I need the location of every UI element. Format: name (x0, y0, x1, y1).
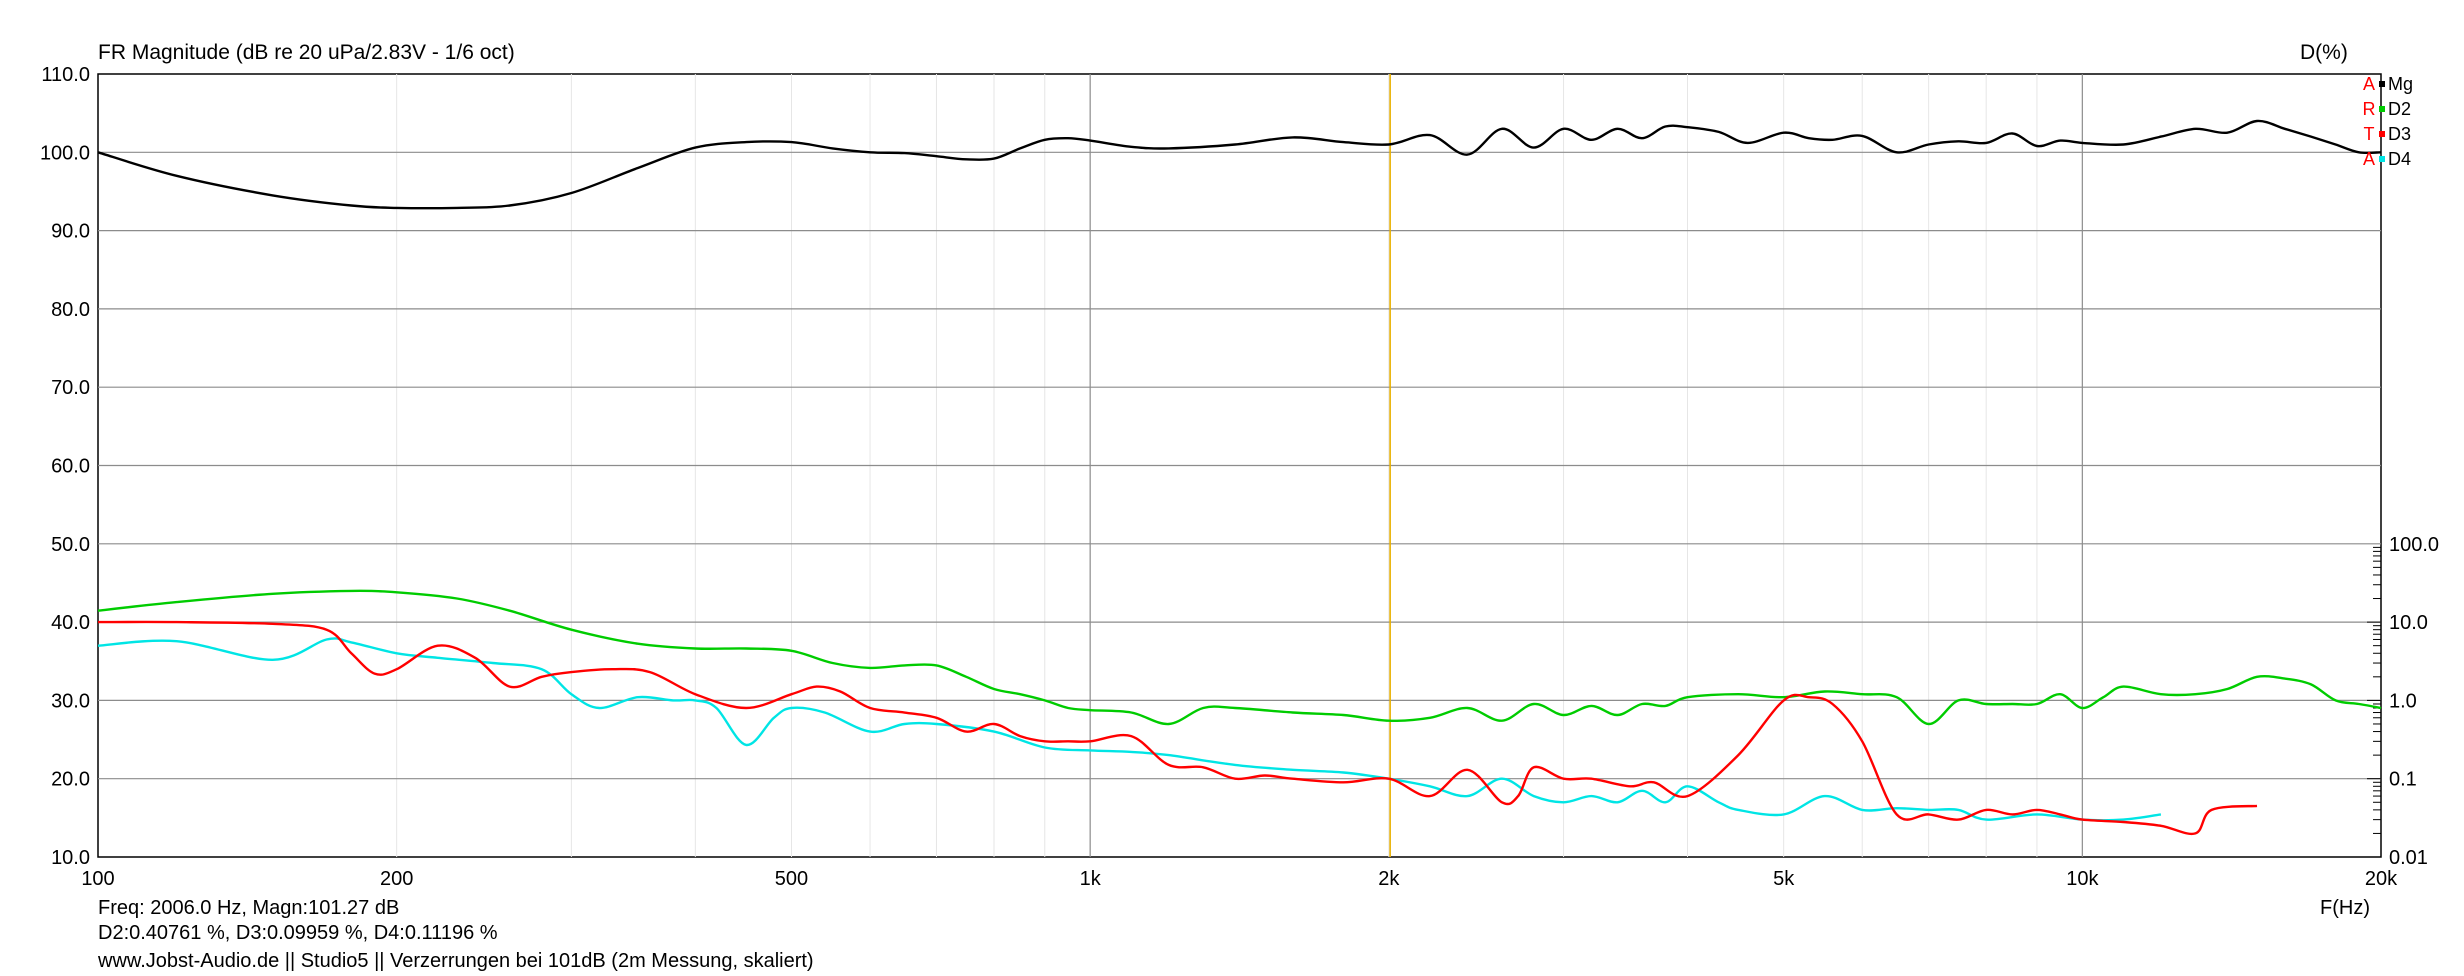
legend-swatch (2379, 155, 2385, 162)
y-tick-label: 10.0 (51, 847, 90, 869)
legend-label: Mg (2388, 74, 2414, 94)
legend-item-d4: A D4 (2362, 148, 2411, 170)
x-tick-label: 100 (81, 868, 114, 890)
y-tick-label: 50.0 (51, 534, 90, 556)
series-line-d4 (97, 637, 2162, 822)
series-line-d3 (97, 620, 2258, 836)
legend-label: D3 (2388, 124, 2412, 144)
y-tick-label: 100.0 (40, 142, 90, 164)
y2-tick-label: 100.0 (2389, 534, 2439, 556)
x-tick-label: 10k (2066, 868, 2099, 890)
series-line-mg (97, 119, 2382, 210)
legend-key: A (2362, 74, 2375, 94)
chart-title: FR Magnitude (dB re 20 uPa/2.83V - 1/6 o… (98, 41, 515, 64)
y-tick-label: 60.0 (51, 456, 90, 478)
x-tick-label: 200 (380, 868, 413, 890)
cursor-readout-line1: Freq: 2006.0 Hz, Magn:101.27 dB (98, 897, 400, 919)
y2-tick-label: 0.01 (2389, 847, 2428, 869)
legend-key: T (2363, 124, 2375, 144)
legend-item-mg: A Mg (2362, 73, 2413, 95)
legend-label: D4 (2388, 149, 2412, 169)
y-tick-label: 40.0 (51, 612, 90, 634)
legend-item-d2: R D2 (2362, 98, 2412, 120)
y-tick-label: 80.0 (51, 299, 90, 321)
right-axis-title: D(%) (2300, 41, 2348, 64)
legend-swatch (2379, 80, 2385, 87)
x-axis-unit: F(Hz) (2320, 897, 2370, 919)
series-layer (97, 119, 2382, 836)
x-tick-label: 2k (1378, 868, 1400, 890)
x-tick-label: 1k (1080, 868, 1102, 890)
legend-key: A (2362, 149, 2375, 169)
credits-line: www.Jobst-Audio.de || Studio5 || Verzerr… (98, 950, 814, 972)
legend-swatch (2379, 130, 2385, 137)
x-tick-label: 5k (1773, 868, 1795, 890)
legend-key: R (2362, 99, 2376, 119)
series-line-d2 (97, 589, 2382, 726)
y2-tick-label: 1.0 (2389, 690, 2417, 712)
y-tick-label: 90.0 (51, 221, 90, 243)
y-tick-label: 70.0 (51, 377, 90, 399)
y-tick-label: 110.0 (41, 64, 90, 86)
legend-item-d3: T D3 (2362, 123, 2412, 145)
y-tick-label: 20.0 (51, 769, 90, 791)
tick-labels: 110.0 100.0 90.0 80.0 70.0 60.0 50.0 40.0 30.0 20… (40, 64, 2439, 890)
y2-tick-label: 0.1 (2389, 769, 2417, 791)
y2-tick-label: 10.0 (2389, 612, 2428, 634)
legend-label: D2 (2388, 99, 2412, 119)
x-tick-label: 20k (2365, 868, 2398, 890)
cursor-readout-line2: D2:0.40761 %, D3:0.09959 %, D4:0.11196 % (98, 922, 498, 944)
y-tick-label: 30.0 (51, 690, 90, 712)
x-tick-label: 500 (775, 868, 808, 890)
legend-swatch (2379, 105, 2385, 112)
